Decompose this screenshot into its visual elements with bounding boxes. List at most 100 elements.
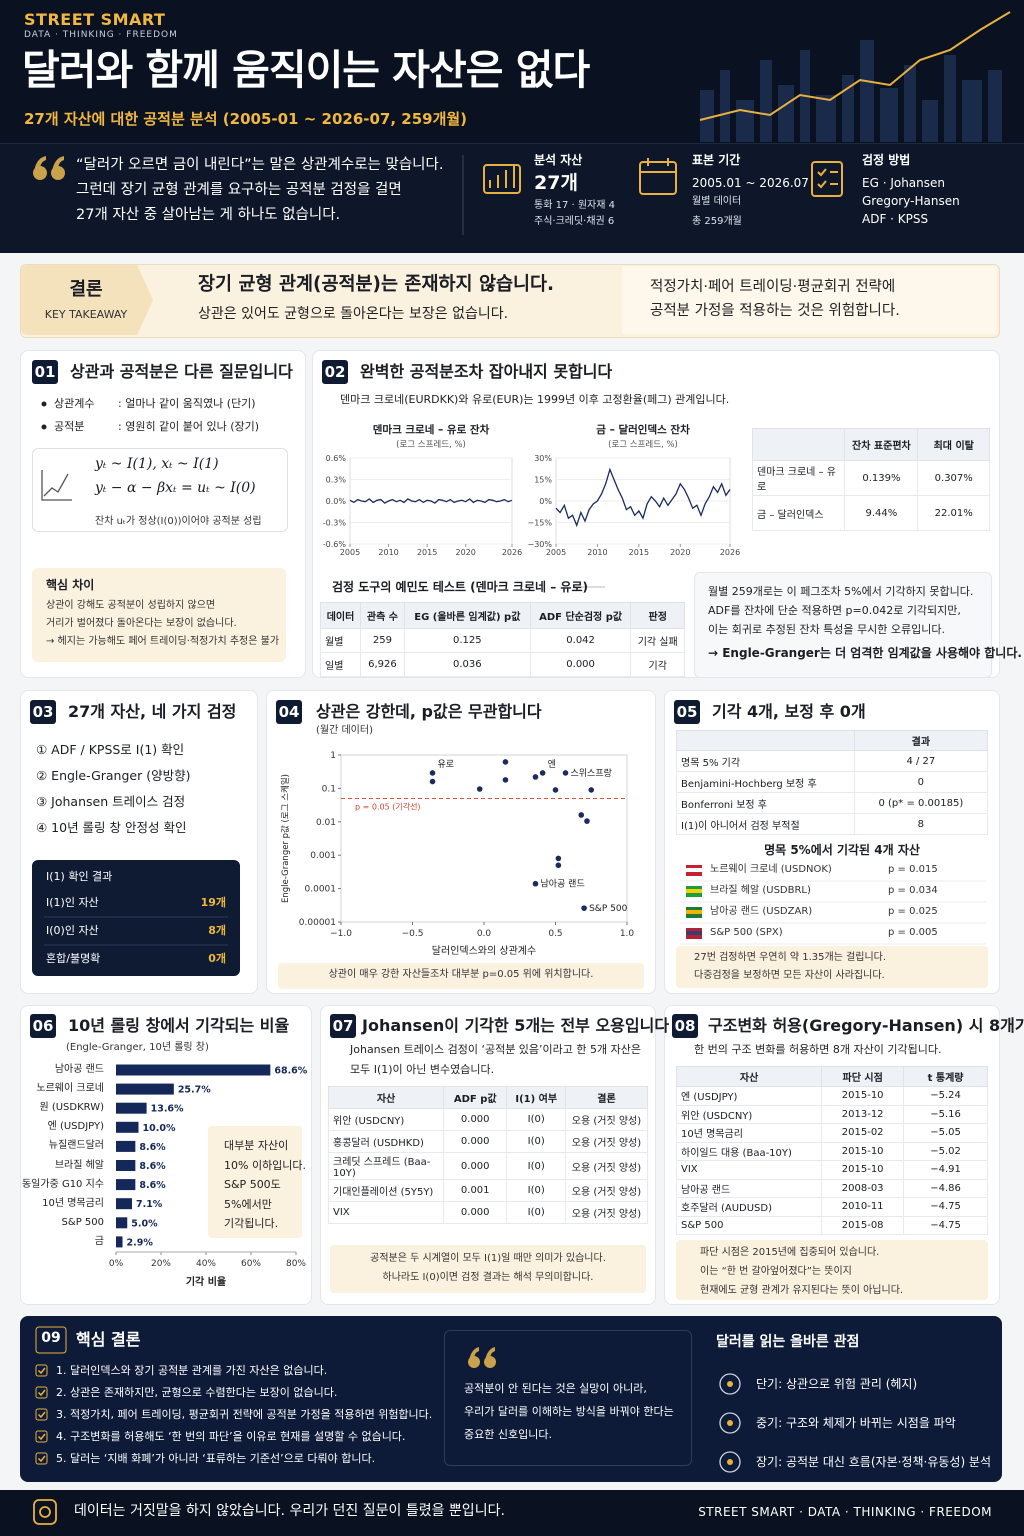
takeaway-warning-bg bbox=[622, 266, 997, 334]
table-cell: 10년 명목금리 bbox=[675, 1123, 823, 1143]
table-row: VIX 2015-10 −4.91 bbox=[675, 1160, 988, 1180]
perspective-text: 중기: 구조와 체제가 바뀌는 시점을 파악 bbox=[756, 1416, 956, 1430]
table-cell: 2010-11 bbox=[821, 1197, 905, 1217]
category-label: 브라질 헤알 bbox=[54, 1159, 104, 1171]
table-cell: 기각 실패 bbox=[630, 628, 685, 653]
chart-title: 덴마크 크로네 – 유로 잔차 bbox=[372, 424, 490, 436]
body-text: : 얼마나 같이 움직였나 (단기) bbox=[118, 397, 256, 410]
intro-band bbox=[0, 143, 1024, 253]
stat-detail-lg: Gregory-Hansen bbox=[862, 194, 960, 208]
note-box bbox=[208, 1126, 302, 1238]
table-cell: 0 (p* = 0.00185) bbox=[853, 792, 989, 814]
body-text: 이는 회귀로 추정된 잔차 특성을 무시한 오류입니다. bbox=[708, 623, 945, 636]
table-row: 10년 명목금리 2015-02 −5.05 bbox=[675, 1123, 988, 1143]
stat-detail: 주식·크레딧·채권 6 bbox=[534, 216, 615, 227]
category-label: 동일가중 G10 지수 bbox=[21, 1178, 104, 1190]
table-cell: 4 / 27 bbox=[853, 750, 989, 772]
perspective-text: 단기: 상관으로 위험 관리 (헤지) bbox=[756, 1377, 918, 1391]
quote-box bbox=[444, 1330, 692, 1466]
step-text: ① ADF / KPSS로 I(1) 확인 bbox=[36, 742, 185, 757]
table-cell: 위안 (USDCNY) bbox=[327, 1108, 445, 1131]
table-row: 명목 5% 기각 4 / 27 bbox=[676, 750, 989, 772]
table-cell: I(0) bbox=[506, 1201, 566, 1224]
table-header: 파단 시점 bbox=[821, 1066, 905, 1087]
small-text: 27번 검정하면 우연히 약 1.35개는 걸립니다. bbox=[694, 952, 887, 963]
panel-title: 구조변화 허용(Gregory-Hansen) 시 8개가 기각 bbox=[708, 1016, 1024, 1035]
body-text: 10% 이하입니다. bbox=[224, 1158, 307, 1172]
stat-label: 검정 방법 bbox=[862, 153, 911, 167]
small-text: p = 0.005 bbox=[888, 927, 938, 938]
table-row: 덴마크 크로네 – 유로 0.139% 0.307% bbox=[751, 460, 990, 496]
badge: 05 bbox=[674, 700, 700, 724]
badge: 01 bbox=[32, 360, 58, 384]
badge: 08 bbox=[672, 1014, 698, 1038]
table-cell: 기대인플레이션 (5Y5Y) bbox=[327, 1179, 445, 1202]
table-cell: VIX bbox=[675, 1160, 823, 1180]
small-text: S&P 500 (SPX) bbox=[710, 927, 783, 938]
table-cell: 0.000 bbox=[443, 1201, 508, 1224]
note-box bbox=[330, 1245, 646, 1293]
data-table: 자산 ADF p값 I(1) 여부 결론 위안 (USDCNY) 0.000 I(0) 오용 … bbox=[327, 1086, 649, 1224]
table-row: 크레딧 스프레드 (Baa-10Y) 0.000 I(0) 오용 (거짓 양성) bbox=[327, 1152, 649, 1180]
note-box bbox=[32, 568, 286, 662]
table-cell: I(1)이 아니어서 검정 부적절 bbox=[676, 813, 855, 835]
table-cell: 0.000 bbox=[443, 1152, 508, 1180]
table-cell: I(0) bbox=[506, 1130, 566, 1153]
takeaway-headline: 장기 균형 관계(공적분)는 존재하지 않습니다. bbox=[198, 274, 555, 295]
table-header: EG (올바른 임계값) p값 bbox=[403, 602, 531, 629]
table-cell: 0.000 bbox=[529, 652, 632, 677]
category-label: 10년 명목금리 bbox=[42, 1197, 104, 1209]
panel-title: 10년 롤링 창에서 기각되는 비율 bbox=[68, 1016, 290, 1035]
footer-text: 데이터는 거짓말을 하지 않았습니다. 우리가 던진 질문이 틀렸을 뿐입니다. bbox=[74, 1503, 505, 1519]
bold-text: 핵심 차이 bbox=[46, 578, 95, 592]
table-cell: 일별 bbox=[319, 652, 362, 677]
body-text: 대부분 자산이 bbox=[224, 1139, 289, 1152]
table-cell: 2015-10 bbox=[821, 1141, 905, 1161]
perspective-text: 장기: 공적분 대신 흐름(자본·정책·유동성) 분석 bbox=[756, 1455, 992, 1469]
table-header-row: 잔차 표준편차 최대 이탈 bbox=[751, 428, 990, 461]
table-header: 자산 bbox=[675, 1066, 823, 1087]
white-text: 2. 상관은 존재하지만, 균형으로 수렴한다는 보장이 없습니다. bbox=[56, 1386, 338, 1399]
step-text: ④ 10년 롤링 창 안정성 확인 bbox=[36, 820, 187, 835]
table-header-row: 결과 bbox=[676, 730, 989, 751]
stat-value: 27개 bbox=[534, 172, 578, 194]
small-text: → 헤지는 가능해도 페어 트레이딩·적정가치 추정은 불가 bbox=[46, 636, 280, 647]
table-cell: 덴마크 크로네 – 유로 bbox=[751, 460, 846, 496]
table-header-row: 자산 ADF p값 I(1) 여부 결론 bbox=[327, 1086, 649, 1109]
formula: yₜ − α − βxₜ = uₜ ~ I(0) bbox=[95, 480, 256, 496]
conclusion-panel bbox=[20, 1316, 1002, 1482]
small-text: (Engle-Granger, 10년 롤링 창) bbox=[66, 1042, 209, 1053]
main-title: 달러와 함께 움직이는 자산은 없다 bbox=[22, 46, 590, 94]
stat-detail-lg: 2005.01 ~ 2026.07 bbox=[692, 176, 809, 190]
table-header: 데이터 bbox=[319, 602, 362, 629]
body-text: 상관계수 bbox=[54, 397, 95, 410]
table-cell: 위안 (USDCNY) bbox=[675, 1104, 823, 1124]
small-text: 브라질 헤알 (USDBRL) bbox=[710, 885, 811, 896]
white-sub: 09 bbox=[41, 1330, 61, 1346]
table-row: 홍콩달러 (USDHKD) 0.000 I(0) 오용 (거짓 양성) bbox=[327, 1130, 649, 1153]
table-header-row: 자산 파단 시점 t 통계량 bbox=[675, 1066, 988, 1087]
takeaway-warning: 적정가치·페어 트레이딩·평균회귀 전략에 bbox=[650, 279, 896, 295]
small-text: p = 0.034 bbox=[888, 885, 938, 896]
table-cell: −4.91 bbox=[903, 1160, 988, 1180]
table-cell: 22.01% bbox=[917, 495, 990, 531]
panel-title: 기각 4개, 보정 후 0개 bbox=[712, 702, 866, 721]
table-cell: −4.86 bbox=[903, 1178, 988, 1198]
chart-subtitle: (로그 스프레드, %) bbox=[396, 440, 466, 450]
table-row: 위안 (USDCNY) 0.000 I(0) 오용 (거짓 양성) bbox=[327, 1108, 649, 1131]
small-text: 상관이 강해도 공적분이 성립하지 않으면 bbox=[46, 600, 216, 611]
badge: 02 bbox=[322, 360, 348, 384]
table-cell: 2015-10 bbox=[821, 1160, 905, 1180]
panel-title: 상관은 강한데, p값은 무관합니다 bbox=[316, 702, 542, 721]
stat-label: 분석 자산 bbox=[534, 153, 583, 167]
white-text: 4. 구조변화를 허용해도 ‘한 번의 파단’을 이유로 현재를 설명할 수 없… bbox=[56, 1430, 406, 1443]
category-label: 남아공 랜드 bbox=[54, 1064, 104, 1075]
result-value: 19개 bbox=[200, 896, 226, 909]
table-cell: 2015-10 bbox=[821, 1086, 905, 1106]
table-cell: 6,926 bbox=[360, 652, 405, 677]
body-text: ADF를 잔차에 단순 적용하면 p=0.042로 기각되지만, bbox=[708, 604, 961, 617]
badge: 06 bbox=[30, 1014, 56, 1038]
stat-detail: 통화 17 · 원자재 4 bbox=[534, 200, 615, 211]
stat-detail: 총 259개월 bbox=[692, 216, 742, 227]
